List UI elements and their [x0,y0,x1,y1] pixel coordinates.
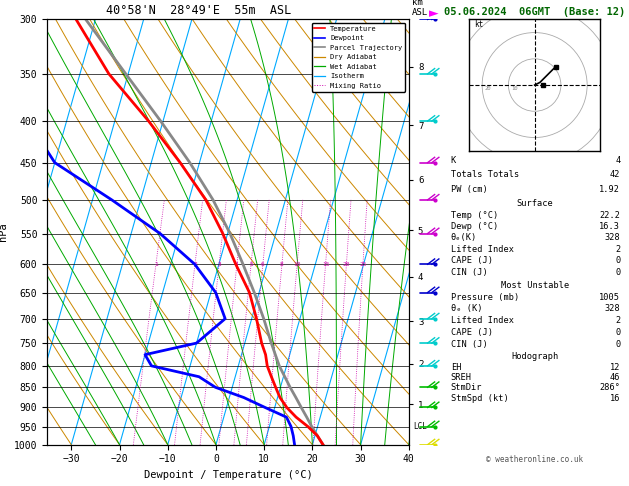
Text: Dewp (°C): Dewp (°C) [451,222,498,231]
Text: StmSpd (kt): StmSpd (kt) [451,394,508,403]
Text: K: K [451,156,456,165]
Text: 3: 3 [217,262,221,267]
Text: 10: 10 [511,87,518,91]
Text: θₑ (K): θₑ (K) [451,304,482,313]
Legend: Temperature, Dewpoint, Parcel Trajectory, Dry Adiabat, Wet Adiabat, Isotherm, Mi: Temperature, Dewpoint, Parcel Trajectory… [311,23,405,92]
Text: SREH: SREH [451,373,472,382]
Text: StmDir: StmDir [451,383,482,392]
Text: θₑ(K): θₑ(K) [451,233,477,243]
Text: Hodograph: Hodograph [511,352,559,361]
Text: Pressure (mb): Pressure (mb) [451,293,519,302]
Text: 328: 328 [604,233,620,243]
Text: Temp (°C): Temp (°C) [451,210,498,220]
Text: 1: 1 [154,262,158,267]
Y-axis label: hPa: hPa [0,223,8,242]
Text: 10: 10 [293,262,301,267]
Text: 4: 4 [235,262,239,267]
Text: 25: 25 [359,262,367,267]
Text: 40°58'N  28°49'E  55m  ASL: 40°58'N 28°49'E 55m ASL [106,4,292,17]
Text: 0: 0 [615,268,620,277]
Text: 0: 0 [615,328,620,337]
Text: 0: 0 [615,257,620,265]
Text: Lifted Index: Lifted Index [451,245,514,254]
Text: kt: kt [474,20,484,29]
Text: 286°: 286° [599,383,620,392]
Text: 6: 6 [261,262,265,267]
Text: Most Unstable: Most Unstable [501,281,569,290]
Text: 328: 328 [604,304,620,313]
Text: 20: 20 [485,87,491,91]
Text: km
ASL: km ASL [412,0,428,17]
X-axis label: Dewpoint / Temperature (°C): Dewpoint / Temperature (°C) [143,470,313,480]
Text: 1.92: 1.92 [599,185,620,194]
Text: Lifted Index: Lifted Index [451,316,514,325]
Text: 2: 2 [615,245,620,254]
Text: PW (cm): PW (cm) [451,185,487,194]
Text: 0: 0 [615,340,620,348]
Text: 12: 12 [610,363,620,371]
Text: CAPE (J): CAPE (J) [451,328,493,337]
Text: 5: 5 [249,262,253,267]
Text: Totals Totals: Totals Totals [451,170,519,179]
Text: EH: EH [451,363,461,371]
Text: 16: 16 [610,394,620,403]
Text: 16.3: 16.3 [599,222,620,231]
Text: 8: 8 [280,262,284,267]
Text: 15: 15 [322,262,330,267]
Text: 22.2: 22.2 [599,210,620,220]
Text: © weatheronline.co.uk: © weatheronline.co.uk [486,455,583,464]
Text: CAPE (J): CAPE (J) [451,257,493,265]
Text: 2: 2 [193,262,197,267]
Text: CIN (J): CIN (J) [451,340,487,348]
Text: Surface: Surface [516,199,553,208]
Text: CIN (J): CIN (J) [451,268,487,277]
Text: 20: 20 [343,262,350,267]
Text: 46: 46 [610,373,620,382]
Text: 4: 4 [615,156,620,165]
Text: 1005: 1005 [599,293,620,302]
Text: 2: 2 [615,316,620,325]
Text: LCL: LCL [413,422,427,431]
Text: 42: 42 [610,170,620,179]
Text: ►: ► [429,7,439,20]
Text: 05.06.2024  06GMT  (Base: 12): 05.06.2024 06GMT (Base: 12) [444,7,625,17]
